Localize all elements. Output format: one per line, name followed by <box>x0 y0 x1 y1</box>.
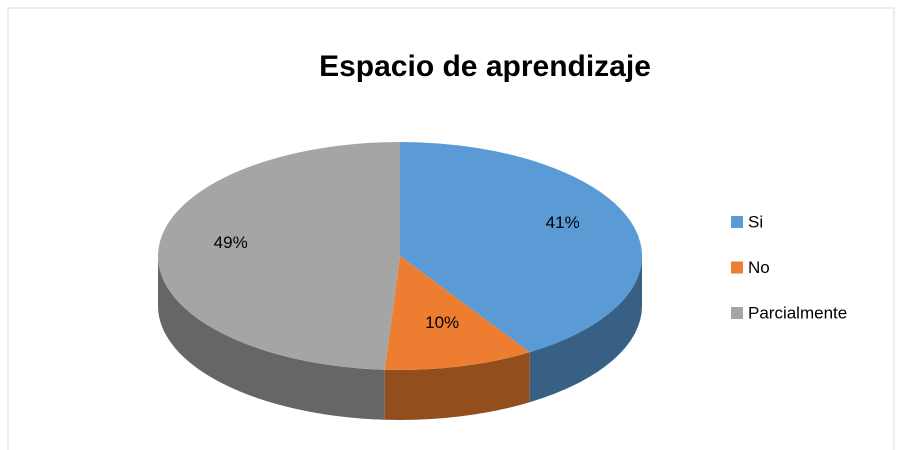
chart-title: Espacio de aprendizaje <box>319 50 651 83</box>
legend-label: Parcialmente <box>748 303 847 322</box>
legend-swatch <box>731 216 743 228</box>
pie-slice <box>157 142 400 370</box>
data-label: 41% <box>546 213 580 232</box>
pie-side <box>384 352 530 420</box>
data-label: 49% <box>214 233 248 252</box>
data-label: 10% <box>425 313 459 332</box>
legend-swatch <box>731 307 743 319</box>
pie-slice <box>400 142 642 353</box>
pie-slice <box>384 256 530 370</box>
pie-side <box>529 256 642 403</box>
legend-label: Si <box>748 212 763 231</box>
chart-frame <box>7 7 895 450</box>
legend-swatch <box>731 261 743 274</box>
pie-side <box>158 256 385 420</box>
legend-label: No <box>748 258 770 277</box>
